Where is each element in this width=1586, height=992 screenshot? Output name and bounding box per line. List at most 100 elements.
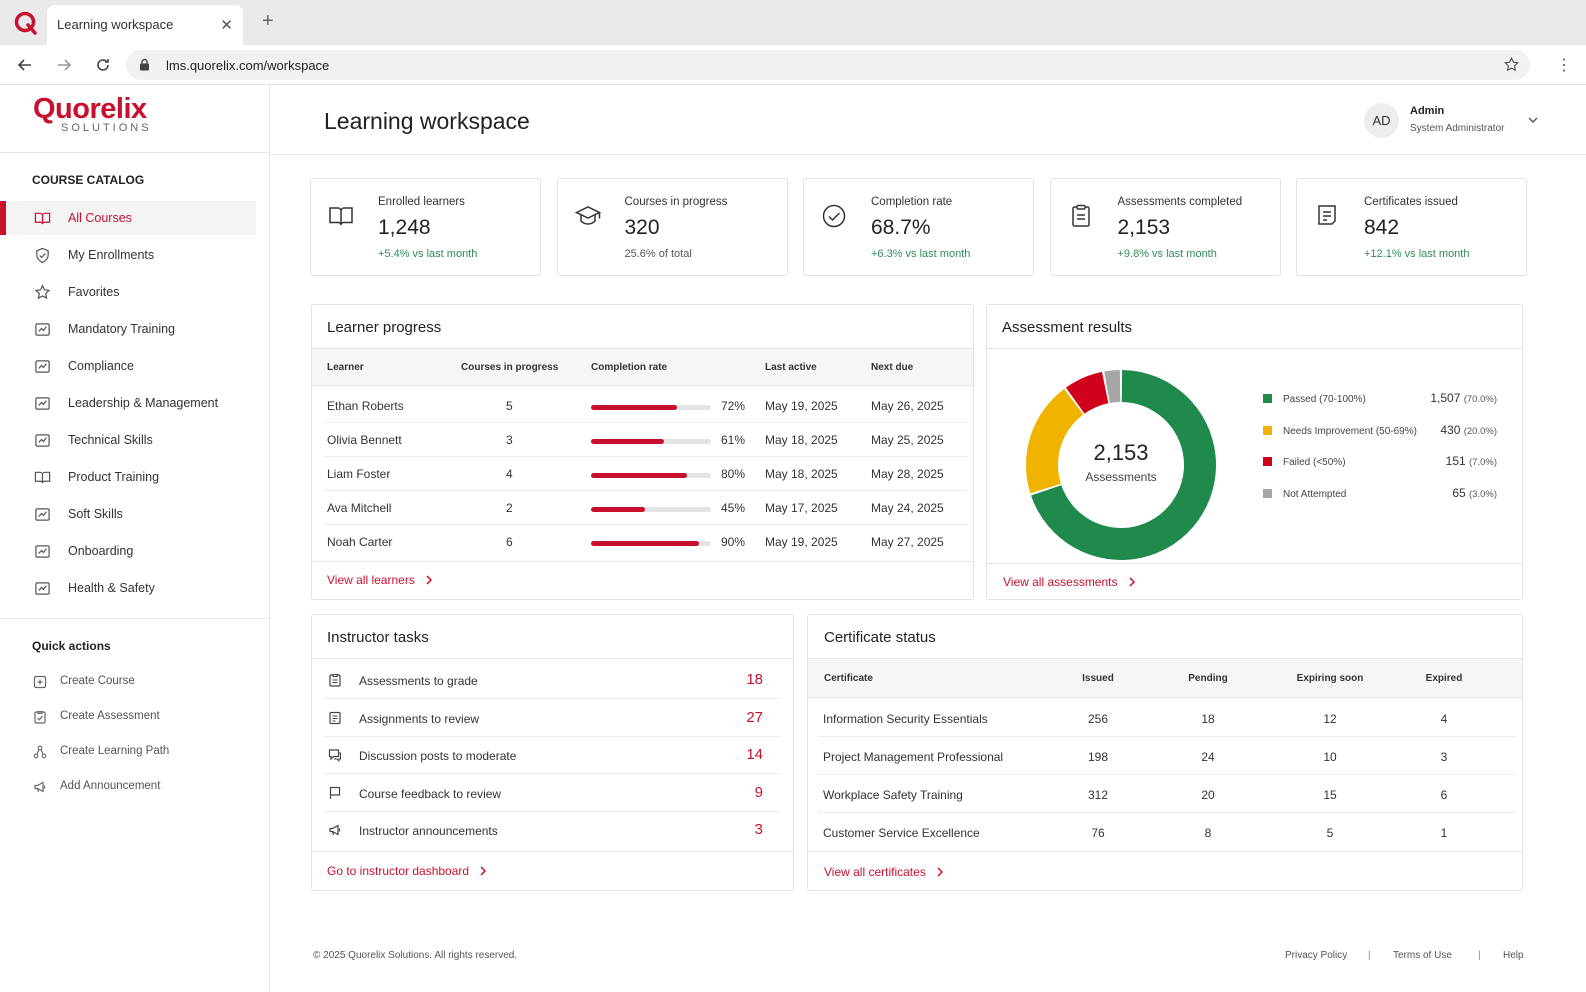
- chat-icon: [328, 748, 342, 763]
- sidebar-item-health-and-safety[interactable]: Health & Safety: [0, 571, 256, 605]
- chevron-right-icon: [480, 866, 487, 876]
- table-row[interactable]: Workplace Safety Training 312 20 15 6: [808, 781, 1522, 819]
- brand-logo[interactable]: Quorelix SOLUTIONS: [33, 93, 152, 134]
- completion-bar-fill: [591, 507, 645, 512]
- sidebar-item-soft-skills[interactable]: Soft Skills: [0, 497, 256, 531]
- task-assignments-to-review[interactable]: Assignments to review 27: [312, 702, 793, 739]
- forward-arrow-icon[interactable]: [53, 54, 75, 76]
- donut-slice-needs[interactable]: [1025, 388, 1084, 494]
- sidebar-item-technical-skills[interactable]: Technical Skills: [0, 423, 256, 457]
- courses-count: 6: [506, 535, 513, 549]
- table-row[interactable]: Noah Carter 6 90% May 19, 2025 May 27, 2025: [312, 532, 973, 566]
- table-row[interactable]: Ethan Roberts 5 72% May 19, 2025 May 26, 202…: [312, 396, 973, 430]
- avatar[interactable]: AD: [1364, 103, 1399, 138]
- sidebar-item-mandatory-training[interactable]: Mandatory Training: [0, 312, 256, 346]
- chevron-right-icon: [1128, 577, 1135, 587]
- copyright-text: © 2025 Quorelix Solutions. All rights re…: [313, 950, 518, 961]
- sidebar-item-my-enrollments[interactable]: My Enrollments: [0, 238, 256, 272]
- reload-icon[interactable]: [92, 54, 114, 76]
- lock-icon: [140, 58, 149, 71]
- browser-tab[interactable]: Learning workspace ✕: [47, 5, 243, 45]
- courses-count: 4: [506, 467, 513, 481]
- chevron-right-icon: [426, 575, 432, 585]
- task-instructor-announcements[interactable]: Instructor announcements 3: [312, 814, 793, 851]
- quick-action-create-assessment[interactable]: Create Assessment: [0, 704, 256, 732]
- col-pending: Pending: [1188, 673, 1228, 684]
- sidebar-item-favorites[interactable]: Favorites: [0, 275, 256, 309]
- quick-action-create-learning-path[interactable]: Create Learning Path: [0, 739, 256, 767]
- sidebar-item-leadership-and-management[interactable]: Leadership & Management: [0, 386, 256, 420]
- view-all-learners-link[interactable]: View all learners: [327, 573, 433, 587]
- assessment-results-title: Assessment results: [1002, 319, 1133, 336]
- back-arrow-icon[interactable]: [14, 54, 36, 76]
- task-discussion-posts-to-moderate[interactable]: Discussion posts to moderate 14: [312, 739, 793, 776]
- stat-value: 2,153: [1117, 216, 1171, 239]
- legend-swatch: [1263, 394, 1272, 403]
- donut-slice-passed[interactable]: [1031, 370, 1217, 561]
- certificate-count: 256: [1087, 712, 1109, 726]
- task-label: Course feedback to review: [359, 786, 502, 801]
- legend-swatch: [1263, 457, 1272, 466]
- stat-delta: +9.8% vs last month: [1117, 248, 1217, 260]
- last-active: May 18, 2025: [765, 433, 838, 447]
- sidebar-item-all-courses[interactable]: All Courses: [0, 201, 256, 235]
- row-divider: [324, 773, 781, 774]
- browser-menu-icon[interactable]: ⋮: [1556, 57, 1572, 74]
- close-tab-icon[interactable]: ✕: [220, 17, 233, 34]
- quick-action-label: Create Learning Path: [60, 745, 170, 757]
- stat-card-enrolled-learners[interactable]: Enrolled learners 1,248 +5.4% vs last mont…: [310, 178, 541, 276]
- bookmark-star-icon[interactable]: [1503, 56, 1520, 73]
- table-row[interactable]: Information Security Essentials 256 18 12 4: [808, 705, 1522, 743]
- col-expired: Expired: [1425, 673, 1463, 684]
- table-row[interactable]: Olivia Bennett 3 61% May 18, 2025 May 25, 20…: [312, 430, 973, 464]
- chevron-down-icon[interactable]: [1527, 114, 1539, 126]
- donut-slice-not[interactable]: [1104, 370, 1121, 403]
- learner-name: Ethan Roberts: [327, 399, 404, 413]
- book-open-icon: [328, 203, 354, 229]
- help-link[interactable]: Help: [1503, 950, 1524, 961]
- col-expiring-soon: Expiring soon: [1296, 673, 1364, 684]
- stat-card-courses-in-progress[interactable]: Courses in progress 320 25.6% of total: [556, 178, 788, 276]
- legend-item: Not Attempted 65 (3.0%): [1263, 486, 1503, 506]
- task-assessments-to-grade[interactable]: Assessments to grade 18: [312, 664, 793, 701]
- table-row[interactable]: Liam Foster 4 80% May 18, 2025 May 28, 2025: [312, 464, 973, 498]
- document-icon: [328, 711, 342, 725]
- col-rate: Completion rate: [591, 362, 668, 373]
- table-header: [312, 349, 973, 385]
- row-divider: [324, 698, 781, 699]
- instructor-dashboard-link[interactable]: Go to instructor dashboard: [327, 864, 487, 878]
- url-field[interactable]: lms.quorelix.com/workspace: [126, 50, 1530, 80]
- new-tab-icon[interactable]: +: [262, 10, 274, 32]
- next-due: May 27, 2025: [871, 535, 944, 549]
- legend-label: Needs Improvement (50-69%): [1283, 425, 1417, 437]
- sidebar-item-compliance[interactable]: Compliance: [0, 349, 256, 383]
- sidebar-item-label: Onboarding: [68, 544, 134, 558]
- view-all-assessments-link[interactable]: View all assessments: [1003, 575, 1136, 589]
- sidebar-item-label: Product Training: [68, 470, 160, 484]
- sidebar-item-onboarding[interactable]: Onboarding: [0, 534, 256, 568]
- table-row[interactable]: Ava Mitchell 2 45% May 17, 2025 May 24, 2025: [312, 498, 973, 532]
- graduation-cap-icon: [574, 203, 601, 229]
- table-row[interactable]: Project Management Professional 198 24 10 3: [808, 743, 1522, 781]
- sidebar-item-label: Leadership & Management: [68, 396, 219, 410]
- table-row[interactable]: Customer Service Excellence 76 8 5 1: [808, 819, 1522, 857]
- panel-divider: [312, 658, 793, 659]
- brand-name: Quorelix: [33, 93, 147, 125]
- learner-name: Olivia Bennett: [327, 433, 402, 447]
- clipboard-icon: [1068, 203, 1094, 229]
- stat-card-assessments-completed[interactable]: Assessments completed 2,153 +9.8% vs last …: [1049, 178, 1281, 276]
- user-name[interactable]: Admin: [1410, 105, 1445, 117]
- donut-slice-failed[interactable]: [1065, 371, 1109, 414]
- user-role: System Administrator: [1410, 123, 1505, 134]
- privacy-policy-link[interactable]: Privacy Policy: [1285, 950, 1348, 961]
- quick-action-add-announcement[interactable]: Add Announcement: [0, 774, 256, 802]
- row-divider: [324, 456, 967, 457]
- terms-of-use-link[interactable]: Terms of Use: [1393, 950, 1452, 961]
- task-course-feedback-to-review[interactable]: Course feedback to review 9: [312, 777, 793, 814]
- quick-action-create-course[interactable]: Create Course: [0, 669, 256, 697]
- sidebar-item-product-training[interactable]: Product Training: [0, 460, 256, 494]
- stat-card-certificates-issued[interactable]: Certificates issued 842 +12.1% vs last mon…: [1296, 178, 1527, 276]
- view-all-certificates-link[interactable]: View all certificates: [824, 865, 944, 879]
- stat-card-completion-rate[interactable]: Completion rate 68.7% +6.3% vs last month: [803, 178, 1034, 276]
- certificate-name: Customer Service Excellence: [823, 826, 980, 840]
